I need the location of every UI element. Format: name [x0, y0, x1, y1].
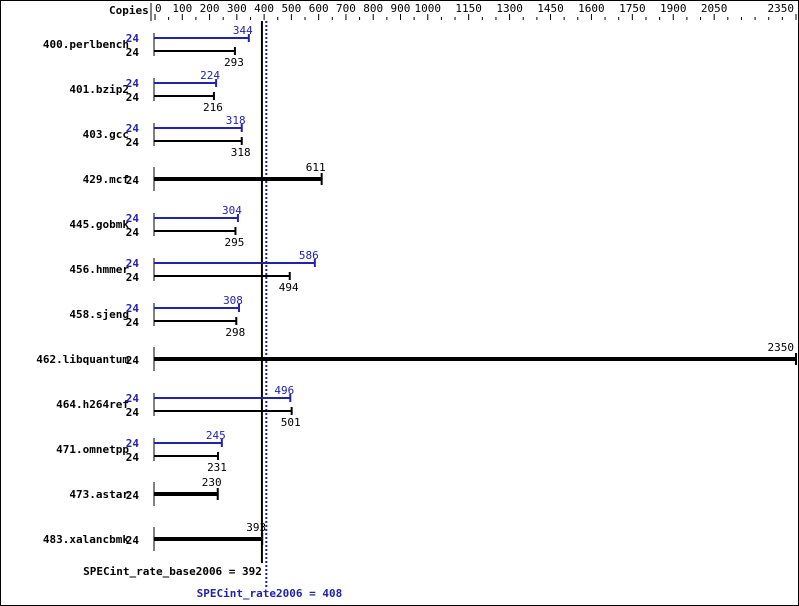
peak-value: 586: [299, 249, 319, 262]
base-copies: 24: [126, 406, 140, 419]
peak-copies: 24: [126, 302, 140, 315]
base-copies: 24: [126, 91, 140, 104]
base-copies: 24: [126, 46, 140, 59]
benchmark-name: 400.perlbench: [43, 38, 129, 51]
peak-value: 304: [222, 204, 242, 217]
tick-label: 100: [172, 2, 192, 15]
peak-value: 245: [206, 429, 226, 442]
base-value: 2350: [768, 341, 795, 354]
base-copies: 24: [126, 534, 140, 547]
tick-label: 300: [227, 2, 247, 15]
base-value: 293: [224, 56, 244, 69]
peak-copies: 24: [126, 212, 140, 225]
base-copies: 24: [126, 489, 140, 502]
tick-label: 1750: [619, 2, 646, 15]
base-copies: 24: [126, 136, 140, 149]
benchmark-name: 401.bzip2: [69, 83, 129, 96]
axis-label: Copies: [109, 4, 149, 17]
base-value: 216: [203, 101, 223, 114]
benchmark-name: 462.libquantum: [36, 353, 129, 366]
tick-label: 1300: [496, 2, 523, 15]
base-copies: 24: [126, 451, 140, 464]
base-value: 298: [225, 326, 245, 339]
benchmark-name: 445.gobmk: [69, 218, 129, 231]
base-value: 494: [279, 281, 299, 294]
tick-label: 2050: [701, 2, 728, 15]
tick-label: 700: [336, 2, 356, 15]
peak-value: 496: [274, 384, 294, 397]
base-value: 230: [202, 476, 222, 489]
peak-value: 318: [226, 114, 246, 127]
tick-label: 900: [391, 2, 411, 15]
benchmark-name: 456.hmmer: [69, 263, 129, 276]
tick-label: 400: [254, 2, 274, 15]
benchmark-name: 458.sjeng: [69, 308, 129, 321]
peak-copies: 24: [126, 122, 140, 135]
benchmark-name: 471.omnetpp: [56, 443, 129, 456]
peak-copies: 24: [126, 257, 140, 270]
tick-label: 500: [281, 2, 301, 15]
base-value: 393: [246, 521, 266, 534]
tick-label: 1900: [660, 2, 687, 15]
tick-label: 1450: [537, 2, 564, 15]
base-copies: 24: [126, 174, 140, 187]
base-copies: 24: [126, 271, 140, 284]
base-value: 231: [207, 461, 227, 474]
peak-value: 344: [233, 24, 253, 37]
peak-copies: 24: [126, 77, 140, 90]
tick-label: 200: [200, 2, 220, 15]
peak-copies: 24: [126, 392, 140, 405]
tick-label: 1150: [455, 2, 482, 15]
base-value: 295: [225, 236, 245, 249]
peak-copies: 24: [126, 32, 140, 45]
peak-copies: 24: [126, 437, 140, 450]
base-copies: 24: [126, 316, 140, 329]
peak-value: 308: [223, 294, 243, 307]
tick-label: 1000: [415, 2, 442, 15]
tick-label: 1600: [578, 2, 605, 15]
base-value: 611: [306, 161, 326, 174]
base-copies: 24: [126, 354, 140, 367]
tick-label: 0: [155, 2, 162, 15]
peak-metric-label: SPECint_rate2006 = 408: [197, 587, 343, 600]
benchmark-name: 464.h264ref: [56, 398, 129, 411]
benchmark-name: 483.xalancbmk: [43, 533, 129, 546]
tick-label: 600: [309, 2, 329, 15]
base-value: 318: [231, 146, 251, 159]
base-copies: 24: [126, 226, 140, 239]
base-metric-label: SPECint_rate_base2006 = 392: [83, 565, 262, 578]
benchmark-name: 403.gcc: [83, 128, 129, 141]
base-value: 501: [281, 416, 301, 429]
tick-label: 2350: [768, 2, 795, 15]
peak-value: 224: [200, 69, 220, 82]
benchmark-name: 473.astar: [69, 488, 129, 501]
benchmark-name: 429.mcf: [83, 173, 129, 186]
tick-label: 800: [363, 2, 383, 15]
